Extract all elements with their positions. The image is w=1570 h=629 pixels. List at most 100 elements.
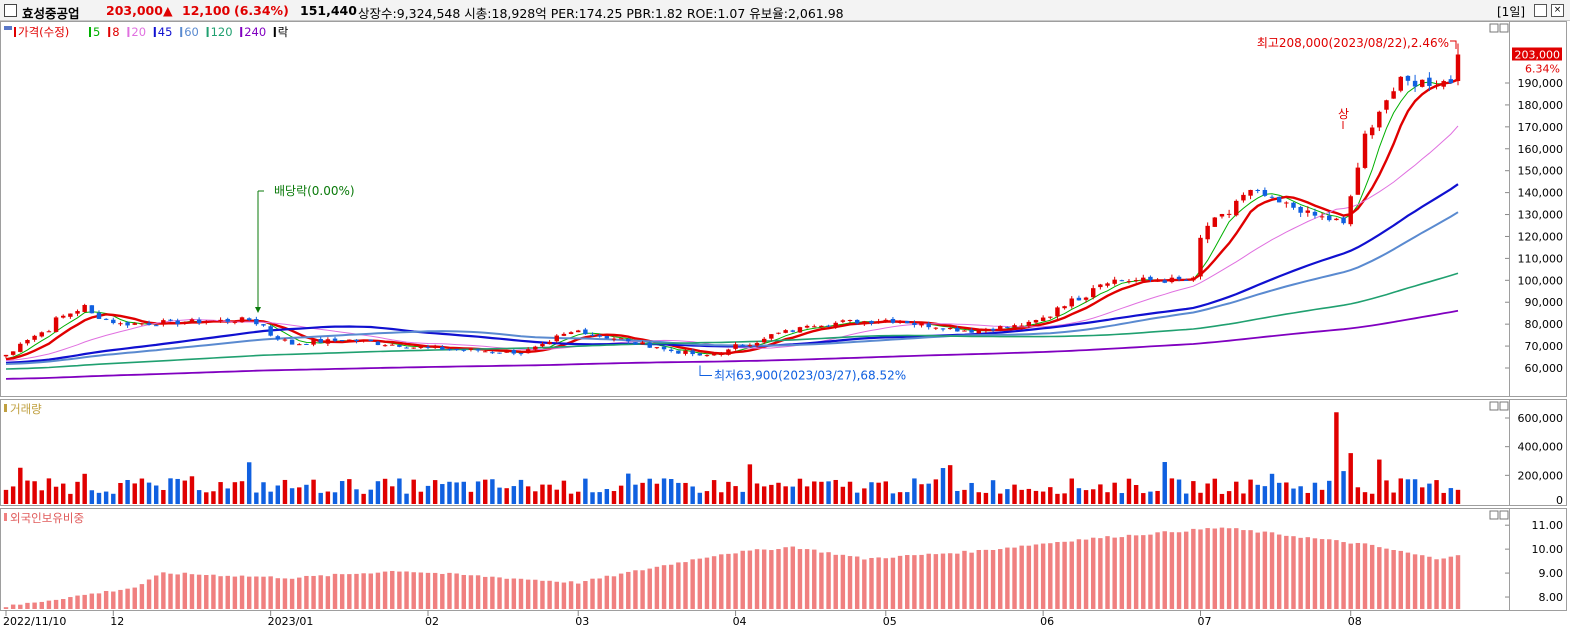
volume-bar bbox=[1384, 480, 1389, 504]
volume-bar bbox=[1298, 486, 1303, 504]
volume-bar bbox=[332, 492, 338, 504]
foreign-ratio-bar bbox=[339, 574, 345, 609]
candle-body bbox=[940, 328, 946, 330]
low-annotation: 최저63,900(2023/03/27),68.52% bbox=[714, 368, 906, 382]
volume-bar bbox=[1040, 491, 1046, 504]
volume-bar bbox=[869, 482, 874, 504]
volume-bar bbox=[139, 478, 145, 504]
candle-body bbox=[1033, 320, 1039, 323]
volume-bar bbox=[533, 491, 538, 504]
foreign-ratio-bar bbox=[1384, 548, 1389, 609]
header-bar: 효성중공업 203,000 ▲ 12,100 (6.34%) 151,440 상… bbox=[0, 0, 1570, 21]
x-axis-label: 2022/11/10 bbox=[3, 615, 66, 628]
volume-bar bbox=[583, 478, 588, 504]
candle-body bbox=[196, 319, 202, 323]
maximize-icon[interactable] bbox=[1534, 4, 1547, 17]
foreign-ratio-bar bbox=[468, 575, 474, 609]
foreign-axis-label: 11.00 bbox=[1532, 519, 1564, 532]
foreign-ratio-bar bbox=[797, 549, 803, 609]
candle-body bbox=[103, 318, 109, 320]
candle-body bbox=[275, 336, 281, 340]
candle-body bbox=[297, 344, 302, 346]
legend-item: 8 bbox=[112, 25, 119, 39]
foreign-ratio-bar bbox=[1269, 532, 1275, 609]
volume-bar bbox=[1105, 492, 1110, 504]
foreign-ratio-bar bbox=[511, 578, 517, 609]
candle-body bbox=[583, 329, 588, 335]
foreign-ratio-bar bbox=[1255, 532, 1260, 609]
foreign-ratio-bar bbox=[246, 576, 252, 609]
candle-body bbox=[1319, 216, 1325, 218]
candle-body bbox=[933, 327, 939, 329]
checkbox[interactable] bbox=[4, 4, 17, 17]
volume-bar bbox=[1219, 493, 1225, 504]
volume-bar bbox=[804, 486, 810, 504]
volume-bar bbox=[668, 479, 674, 504]
candle-body bbox=[840, 320, 846, 322]
candle-body bbox=[1391, 91, 1396, 99]
foreign-ratio-bar bbox=[1162, 531, 1167, 609]
candle-body bbox=[339, 340, 345, 342]
foreign-ratio-bar bbox=[390, 570, 395, 609]
foreign-ratio-bar bbox=[189, 574, 195, 609]
candle-body bbox=[1291, 202, 1296, 208]
candle-body bbox=[111, 319, 116, 324]
candle-body bbox=[75, 311, 80, 314]
foreign-ratio-bar bbox=[719, 554, 724, 609]
candle-body bbox=[425, 346, 431, 348]
foreign-ratio-bar bbox=[53, 599, 59, 609]
foreign-ratio-bar bbox=[1083, 539, 1089, 609]
close-icon[interactable]: × bbox=[1551, 4, 1564, 17]
foreign-ratio-bar bbox=[1348, 543, 1353, 609]
foreign-ratio-bar bbox=[268, 576, 273, 609]
candle-body bbox=[361, 339, 366, 341]
volume-bar bbox=[397, 478, 402, 504]
volume-bar bbox=[1405, 479, 1411, 504]
foreign-ratio-bar bbox=[575, 583, 581, 609]
x-axis-label: 12 bbox=[110, 615, 124, 628]
volume-bar bbox=[1262, 486, 1268, 504]
candle-body bbox=[1305, 210, 1311, 213]
volume-bar bbox=[1398, 478, 1403, 504]
candle-body bbox=[504, 350, 509, 353]
volume-bar bbox=[661, 478, 667, 504]
candle-body bbox=[668, 349, 674, 351]
volume-bar bbox=[440, 484, 445, 504]
foreign-ratio-bar bbox=[361, 573, 366, 609]
candle-body bbox=[1255, 189, 1260, 191]
period-selector[interactable]: [1일] bbox=[1497, 5, 1526, 19]
foreign-ratio-bar bbox=[368, 573, 374, 609]
volume-bar bbox=[1377, 459, 1382, 504]
dividend-arrow-icon bbox=[255, 307, 261, 313]
foreign-ratio-bar bbox=[983, 549, 989, 609]
volume-bar bbox=[976, 492, 981, 504]
candle-body bbox=[246, 318, 252, 321]
foreign-ratio-bar bbox=[347, 574, 352, 609]
volume-bar bbox=[304, 484, 309, 504]
volume-bar bbox=[540, 484, 545, 504]
volume-bar bbox=[325, 491, 331, 504]
foreign-ratio-bar bbox=[933, 554, 939, 609]
volume-bar bbox=[1434, 480, 1439, 504]
candle-body bbox=[926, 323, 931, 328]
candle-body bbox=[733, 344, 738, 349]
candle-body bbox=[1083, 297, 1089, 300]
volume-bar bbox=[1334, 412, 1339, 504]
price-change-pct: (6.34%) bbox=[234, 3, 289, 18]
volume-bar bbox=[733, 486, 738, 504]
candle-body bbox=[1133, 280, 1139, 282]
volume-bar bbox=[905, 492, 910, 504]
foreign-ratio-bar bbox=[1434, 559, 1439, 609]
candle-body bbox=[883, 319, 889, 321]
candle-body bbox=[432, 346, 438, 348]
foreign-ratio-bar bbox=[1169, 532, 1175, 609]
foreign-ratio-bar bbox=[1362, 543, 1368, 609]
volume-bar bbox=[926, 483, 931, 504]
volume-bar bbox=[790, 486, 796, 504]
volume-bar bbox=[618, 485, 624, 504]
minimize-icon bbox=[1489, 510, 1499, 520]
candle-body bbox=[18, 343, 23, 352]
candle-body bbox=[53, 317, 59, 332]
volume-bar bbox=[847, 481, 853, 504]
volume-bar bbox=[1055, 493, 1060, 504]
